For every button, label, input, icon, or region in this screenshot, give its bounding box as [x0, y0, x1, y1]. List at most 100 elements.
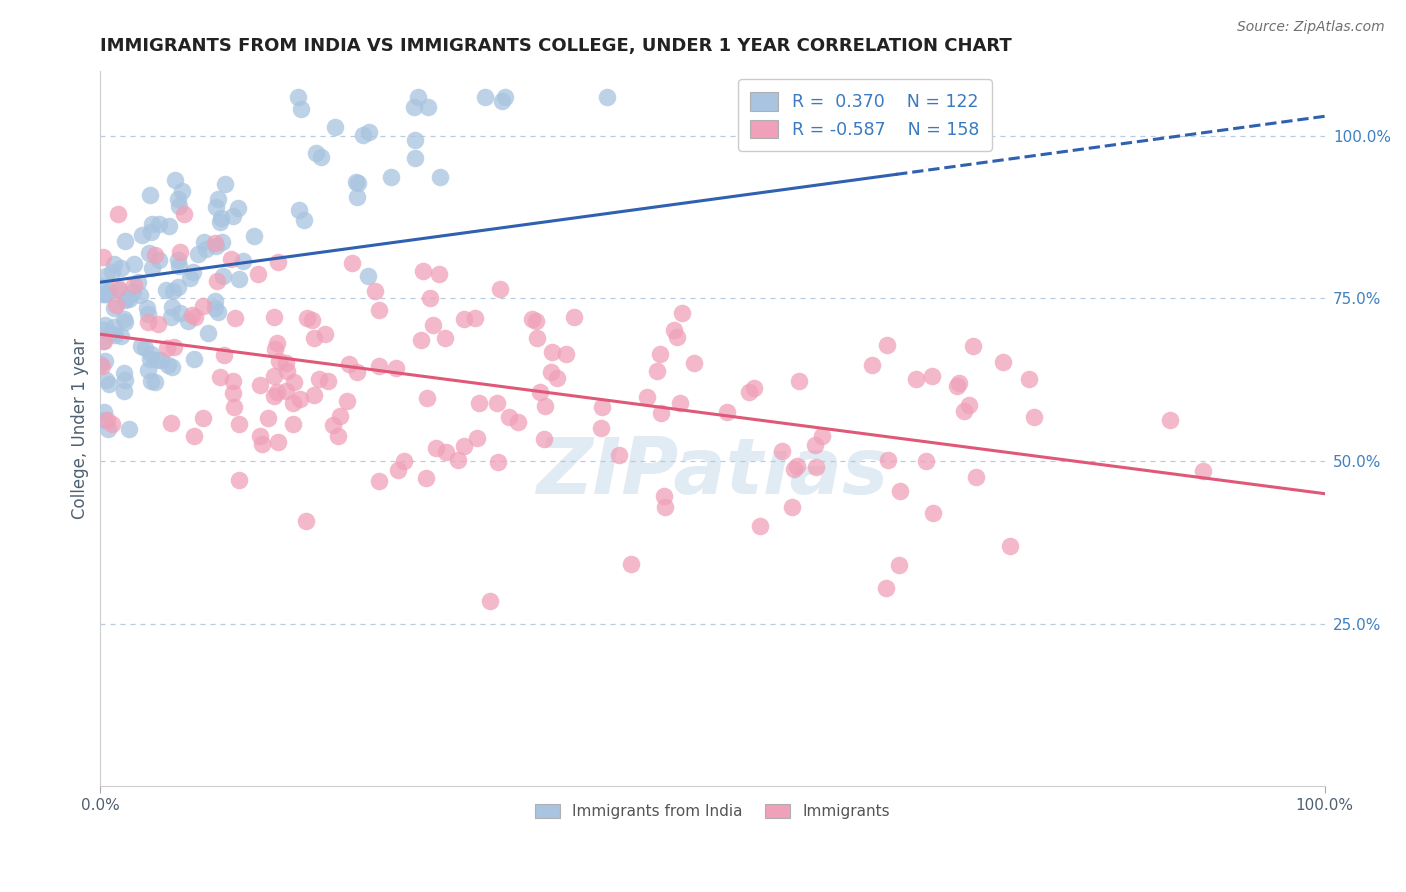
Point [136, 315, 159, 329]
Point [302, 388, 325, 402]
Point [139, 374, 162, 388]
Point [295, 310, 318, 325]
Point [671, 305, 693, 319]
Point [139, 352, 162, 367]
Point [737, 385, 759, 400]
Point [214, 177, 236, 191]
Point [359, 125, 381, 139]
Point [195, 242, 218, 256]
Point [162, 284, 184, 298]
Point [139, 347, 162, 361]
Point [91, 286, 114, 301]
Point [464, 311, 486, 326]
Point [301, 313, 323, 327]
Point [98, 376, 121, 391]
Point [141, 225, 163, 239]
Point [346, 365, 368, 379]
Point [520, 311, 543, 326]
Point [91, 323, 114, 337]
Point [645, 363, 668, 377]
Point [97, 422, 120, 436]
Point [122, 277, 145, 292]
Point [266, 384, 288, 399]
Point [384, 361, 406, 376]
Point [308, 371, 330, 385]
Point [156, 358, 179, 372]
Point [232, 253, 254, 268]
Point [337, 357, 360, 371]
Point [782, 462, 804, 476]
Point [205, 239, 228, 253]
Y-axis label: College, Under 1 year: College, Under 1 year [72, 338, 89, 519]
Point [534, 399, 557, 413]
Point [789, 374, 811, 388]
Point [889, 483, 911, 498]
Point [91, 334, 114, 348]
Point [115, 291, 138, 305]
Point [367, 303, 389, 318]
Point [329, 409, 352, 423]
Point [169, 199, 191, 213]
Point [453, 312, 475, 326]
Point [991, 355, 1014, 369]
Point [453, 439, 475, 453]
Point [155, 283, 177, 297]
Point [755, 89, 778, 103]
Point [131, 227, 153, 242]
Point [322, 417, 344, 432]
Point [249, 377, 271, 392]
Point [804, 460, 827, 475]
Point [654, 500, 676, 515]
Point [412, 264, 434, 278]
Point [267, 254, 290, 268]
Point [921, 368, 943, 383]
Point [340, 256, 363, 270]
Point [89, 357, 111, 371]
Point [209, 211, 232, 226]
Point [786, 459, 808, 474]
Point [263, 310, 285, 324]
Point [243, 228, 266, 243]
Point [112, 312, 135, 326]
Point [305, 145, 328, 160]
Point [110, 328, 132, 343]
Point [965, 470, 987, 484]
Point [169, 244, 191, 259]
Point [636, 390, 658, 404]
Point [94, 269, 117, 284]
Point [367, 474, 389, 488]
Point [491, 95, 513, 109]
Point [953, 403, 976, 417]
Point [1159, 413, 1181, 427]
Point [183, 352, 205, 367]
Point [134, 341, 156, 355]
Point [309, 150, 332, 164]
Point [118, 293, 141, 307]
Point [122, 285, 145, 299]
Point [555, 347, 578, 361]
Point [226, 202, 249, 216]
Point [404, 100, 426, 114]
Point [425, 441, 447, 455]
Point [422, 318, 444, 333]
Point [346, 190, 368, 204]
Point [167, 259, 190, 273]
Point [290, 102, 312, 116]
Point [404, 133, 426, 147]
Point [179, 271, 201, 285]
Point [344, 175, 367, 189]
Point [170, 184, 193, 198]
Point [959, 398, 981, 412]
Point [541, 345, 564, 359]
Point [169, 306, 191, 320]
Point [434, 331, 457, 345]
Point [91, 250, 114, 264]
Point [281, 417, 304, 432]
Point [652, 489, 675, 503]
Point [533, 432, 555, 446]
Point [302, 331, 325, 345]
Point [150, 352, 173, 367]
Point [316, 375, 339, 389]
Point [204, 294, 226, 309]
Point [416, 391, 439, 405]
